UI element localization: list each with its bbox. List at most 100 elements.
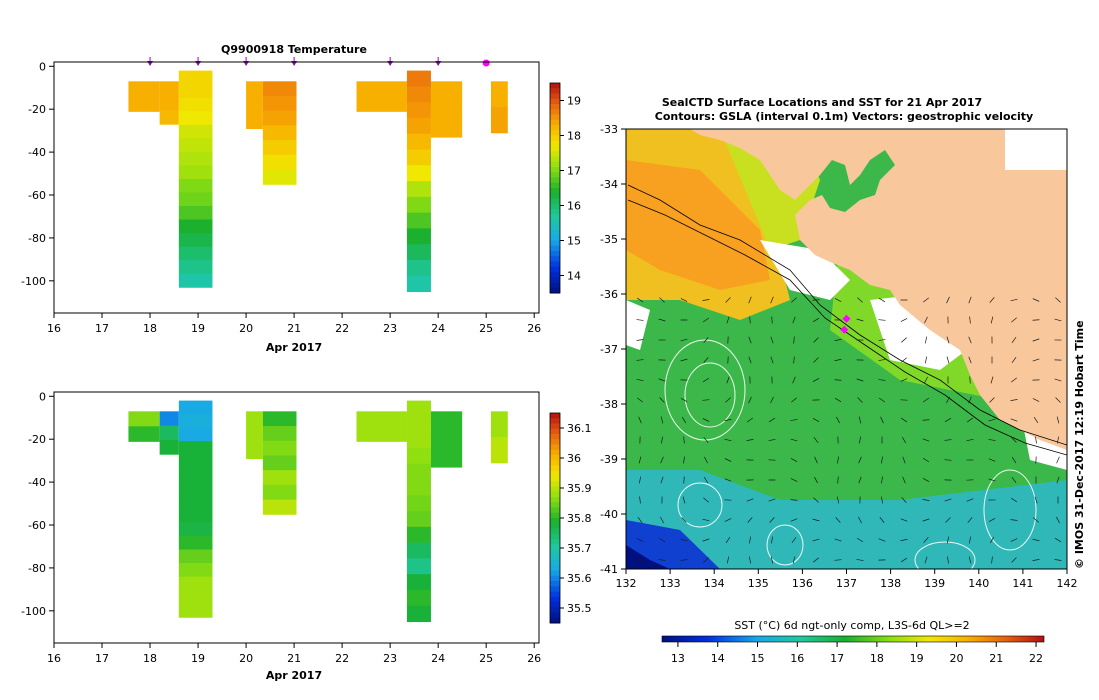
velocity-vector	[1054, 318, 1062, 322]
velocity-vector	[924, 376, 928, 384]
colorbar-segment	[550, 596, 560, 603]
velocity-vector	[770, 296, 774, 304]
velocity-vector	[636, 379, 644, 381]
temperature-y-ticks: 0 -20 -40 -60 -80 -100	[21, 60, 54, 288]
profile-cell-p0-l1	[128, 426, 160, 442]
temperature-panel: Q9900918 Temperature 16 17 18 19 20 21 22 23 24 2…	[21, 43, 581, 354]
colorbar-segment	[550, 151, 560, 157]
velocity-vector	[989, 297, 995, 303]
velocity-vector	[1035, 436, 1037, 444]
profile-cell-p2-l12	[178, 563, 213, 578]
profile-cell-p6-l8	[406, 196, 431, 214]
profile-cell-p8-l0	[490, 81, 508, 108]
profile-cell-p4-l4	[262, 470, 297, 486]
profile-cell-p5-l0	[356, 81, 407, 112]
velocity-vector	[636, 319, 644, 321]
profile-cell-p2-l14	[178, 590, 213, 605]
profile-cell-p2-l2	[178, 97, 213, 112]
gsla-contour-eddy-5	[766, 524, 804, 566]
velocity-vector	[703, 337, 709, 343]
velocity-vector	[902, 476, 906, 484]
velocity-vector	[725, 536, 731, 544]
velocity-vector	[748, 296, 752, 304]
colorbar-segment	[550, 261, 560, 268]
velocity-vector	[1056, 456, 1060, 464]
profile-cell-p3-l1	[246, 104, 263, 130]
profile-cell-p2-l7	[178, 495, 213, 510]
velocity-vector	[856, 378, 864, 382]
velocity-vector	[702, 538, 710, 542]
velocity-vector	[703, 557, 709, 563]
gsla-contour-eddy-3	[677, 482, 723, 528]
velocity-vector	[1032, 338, 1040, 342]
sst-colorbar-tick-label: 14	[711, 652, 725, 665]
velocity-vector	[639, 496, 641, 504]
profile-cell-p2-l15	[178, 603, 213, 618]
velocity-vector	[945, 517, 951, 523]
colorbar-segment	[550, 167, 560, 173]
velocity-vector	[702, 518, 710, 522]
sst-cool-water	[626, 470, 1067, 569]
x-tick-label: 25	[479, 322, 493, 335]
velocity-vector	[658, 318, 666, 322]
map-x-tick-label: 142	[1057, 577, 1078, 590]
profile-cell-p8-l1	[490, 107, 508, 134]
x-tick-label: 25	[479, 652, 493, 665]
colorbar-segment	[550, 491, 560, 498]
colorbar-segment	[550, 193, 560, 199]
land-mass	[690, 129, 1067, 450]
colorbar-segment	[550, 198, 560, 205]
colorbar-segment	[550, 444, 560, 451]
velocity-vector	[814, 476, 818, 484]
profile-cell-p8-l1	[490, 437, 508, 464]
velocity-vector	[1011, 456, 1017, 464]
profile-cell-p2-l1	[178, 414, 213, 429]
x-tick-label: 20	[239, 652, 253, 665]
colorbar-segment	[550, 156, 560, 163]
velocity-vector	[1034, 496, 1038, 504]
colorbar-segment	[550, 230, 560, 236]
velocity-vector	[946, 536, 950, 544]
colorbar-segment	[550, 209, 560, 215]
profile-cell-p2-l4	[178, 124, 213, 139]
y-tick-label: -100	[21, 275, 46, 288]
profile-cell-p1-l2	[159, 439, 179, 455]
colorbar-segment	[550, 256, 560, 262]
map-x-tick-label: 139	[924, 577, 945, 590]
y-tick-label: -80	[28, 562, 46, 575]
velocity-vector	[856, 318, 864, 322]
gsla-contour-eddy-4	[983, 469, 1037, 551]
profile-cell-p4-l1	[262, 426, 297, 442]
y-tick-label: -20	[28, 103, 46, 116]
velocity-vector	[749, 316, 751, 324]
velocity-vector	[989, 536, 995, 544]
profile-cell-p2-l6	[178, 151, 213, 166]
velocity-vector	[681, 517, 687, 523]
velocity-vector	[726, 316, 730, 324]
colorbar-segment	[550, 104, 560, 110]
profile-cell-p2-l8	[178, 508, 213, 523]
profile-cell-p4-l5	[262, 484, 297, 501]
profile-cell-p4-l1	[262, 96, 297, 112]
colorbar-segment	[550, 282, 560, 289]
velocity-vector	[878, 297, 886, 303]
velocity-vector	[925, 336, 927, 344]
colorbar-segment	[550, 88, 560, 94]
profile-cell-p1-l0	[159, 81, 179, 97]
profile-cell-p4-l5	[262, 154, 297, 171]
velocity-vector	[680, 358, 688, 362]
profile-cell-p6-l7	[406, 511, 431, 528]
velocity-vector	[813, 436, 819, 444]
seal-locations	[840, 314, 851, 334]
profile-cell-p5-l0	[356, 411, 407, 442]
colorbar-segment	[550, 591, 560, 598]
profile-cell-p2-l9	[178, 192, 213, 207]
profile-cell-p2-l11	[178, 549, 213, 564]
velocity-vector	[748, 396, 752, 404]
profile-cell-p6-l0	[406, 70, 431, 87]
velocity-vector	[900, 417, 908, 423]
colorbar-segment	[550, 235, 560, 241]
velocity-vector	[856, 537, 864, 543]
profile-cell-p7-l0	[430, 81, 463, 110]
